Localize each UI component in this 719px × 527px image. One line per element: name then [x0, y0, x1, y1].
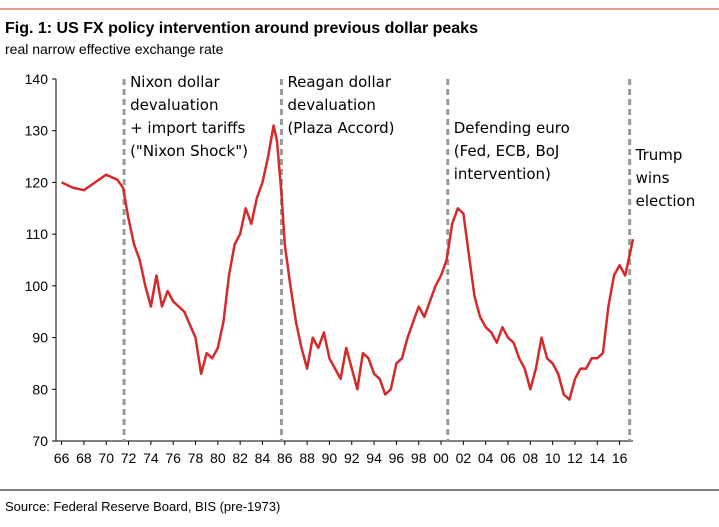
chart-subtitle: real narrow effective exchange rate: [5, 41, 224, 57]
x-tick-label: 82: [232, 450, 248, 466]
y-tick-label: 90: [32, 330, 48, 346]
x-tick-label: 04: [478, 450, 494, 466]
x-tick-label: 00: [433, 450, 449, 466]
x-tick-label: 14: [589, 450, 605, 466]
x-tick-label: 76: [165, 450, 181, 466]
y-tick-label: 140: [25, 71, 49, 87]
x-tick-label: 66: [54, 450, 70, 466]
event-label: (Plaza Accord): [287, 119, 394, 137]
x-tick-label: 68: [76, 450, 92, 466]
source: Source: Federal Reserve Board, BIS (pre-…: [5, 499, 280, 514]
y-tick-label: 120: [25, 174, 49, 190]
x-tick-label: 88: [299, 450, 315, 466]
x-tick-label: 98: [411, 450, 427, 466]
x-tick-label: 96: [389, 450, 405, 466]
event-label: Defending euro: [454, 119, 570, 137]
x-tick-label: 90: [322, 450, 338, 466]
event-label: Trump: [635, 146, 683, 164]
event-label: devaluation: [287, 96, 375, 114]
event-label: devaluation: [130, 96, 218, 114]
x-tick-label: 84: [255, 450, 271, 466]
x-tick-label: 06: [500, 450, 516, 466]
x-tick-label: 16: [612, 450, 628, 466]
x-tick-label: 92: [344, 450, 360, 466]
x-tick-label: 80: [210, 450, 226, 466]
y-tick-label: 100: [25, 278, 49, 294]
x-tick-label: 94: [366, 450, 382, 466]
line-series: [61, 124, 635, 401]
x-tick-label: 12: [567, 450, 583, 466]
x-tick-label: 72: [121, 450, 137, 466]
x-tick-label: 74: [143, 450, 159, 466]
x-tick-label: 70: [98, 450, 114, 466]
event-label: Nixon dollar: [130, 73, 220, 91]
x-tick-label: 10: [545, 450, 561, 466]
x-tick-label: 78: [188, 450, 204, 466]
x-tick-label: 02: [456, 450, 472, 466]
event-label: ("Nixon Shock"): [130, 142, 248, 160]
y-tick-label: 110: [26, 226, 49, 242]
event-label: + import tariffs: [130, 119, 245, 137]
event-label: election: [636, 192, 696, 210]
event-label: (Fed, ECB, BoJ: [454, 142, 560, 160]
event-label: intervention): [454, 165, 551, 183]
y-tick-label: 70: [32, 433, 48, 449]
event-label: Reagan dollar: [287, 73, 391, 91]
event-label: wins: [636, 169, 670, 187]
y-tick-label: 80: [32, 381, 48, 397]
chart-title: Fig. 1: US FX policy intervention around…: [5, 20, 478, 37]
y-tick-label: 130: [25, 123, 49, 139]
x-tick-label: 86: [277, 450, 293, 466]
x-tick-label: 08: [523, 450, 539, 466]
